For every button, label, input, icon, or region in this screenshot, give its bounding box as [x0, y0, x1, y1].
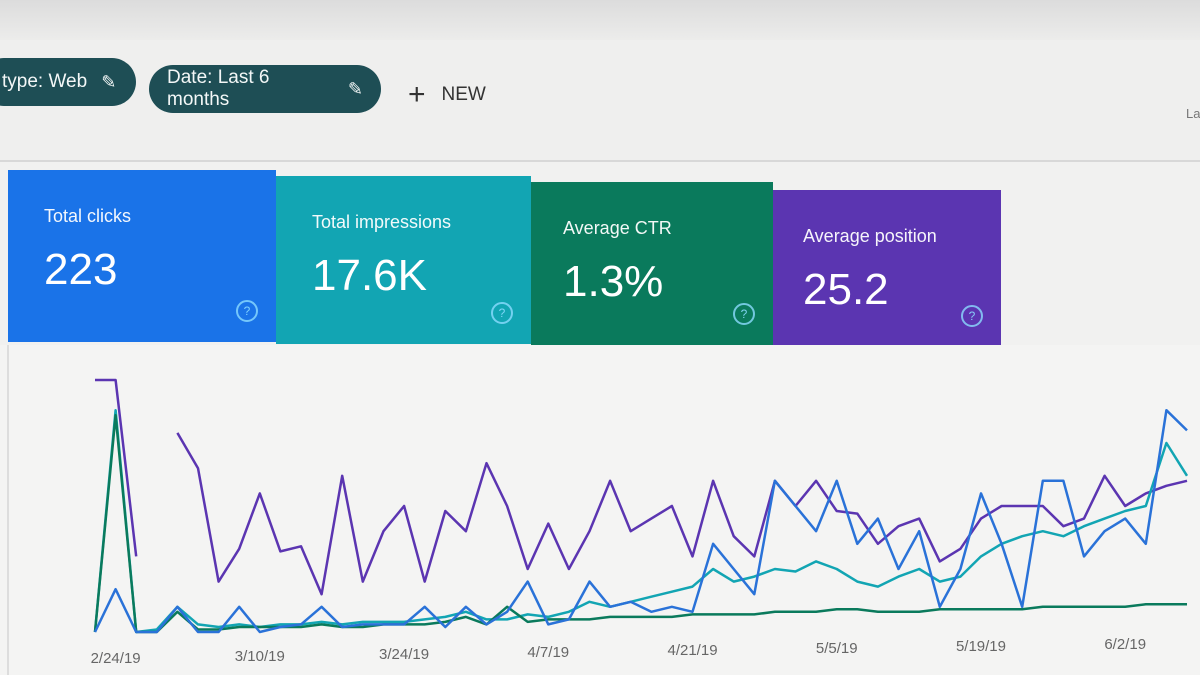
- card-label: Average position: [803, 226, 937, 246]
- x-tick-label: 4/7/19: [527, 644, 569, 661]
- card-value: 223: [44, 245, 118, 294]
- last-updated-cutoff: La: [1186, 106, 1200, 121]
- screen-top-edge: [0, 0, 1200, 40]
- performance-chart: 2/24/19 3/10/19 3/24/19 4/7/19 4/21/19 5/5/19…: [0, 345, 1200, 675]
- x-tick-label: 5/19/19: [956, 638, 1006, 655]
- pencil-icon[interactable]: ✎: [347, 78, 363, 99]
- series-line-0: [95, 378, 1188, 596]
- help-icon[interactable]: ?: [236, 300, 258, 322]
- card-average-ctr[interactable]: Average CTR 1.3% ?: [531, 182, 773, 345]
- card-label: Average CTR: [563, 218, 672, 238]
- help-icon[interactable]: ?: [961, 305, 983, 327]
- card-value: 17.6K: [312, 251, 427, 300]
- new-filter-button[interactable]: + NEW: [408, 78, 486, 112]
- card-label: Total clicks: [44, 206, 132, 226]
- card-label: Total impressions: [312, 212, 452, 232]
- card-total-impressions[interactable]: Total impressions 17.6K ?: [276, 176, 531, 344]
- x-tick-label: 5/5/19: [816, 640, 858, 657]
- search-type-chip[interactable]: type: Web ✎: [0, 58, 136, 106]
- chart-svg: 2/24/19 3/10/19 3/24/19 4/7/19 4/21/19 5/5/19…: [7, 345, 1189, 675]
- x-tick-label: 6/2/19: [1104, 636, 1146, 653]
- series-line-1: [93, 408, 1189, 634]
- help-icon[interactable]: ?: [733, 303, 755, 325]
- chip-label: type: Web: [2, 71, 88, 92]
- help-icon[interactable]: ?: [491, 302, 513, 324]
- card-average-position[interactable]: Average position 25.2 ?: [773, 190, 1001, 347]
- card-total-clicks[interactable]: Total clicks 223 ?: [8, 170, 276, 342]
- x-tick-label: 3/10/19: [235, 648, 285, 665]
- card-value: 25.2: [803, 265, 889, 314]
- new-label: NEW: [441, 84, 486, 105]
- date-chip[interactable]: Date: Last 6 months ✎: [149, 65, 381, 113]
- chip-label: Date: Last 6 months: [167, 67, 270, 110]
- series-line-3: [93, 408, 1188, 634]
- filter-bar: type: Web ✎ Date: Last 6 months ✎ + NEW: [0, 40, 1200, 162]
- pencil-icon[interactable]: ✎: [101, 71, 117, 92]
- x-tick-label: 2/24/19: [91, 650, 141, 667]
- x-tick-label: 4/21/19: [667, 642, 717, 659]
- card-value: 1.3%: [563, 257, 664, 306]
- x-tick-label: 3/24/19: [379, 646, 429, 663]
- plus-icon: +: [408, 78, 426, 111]
